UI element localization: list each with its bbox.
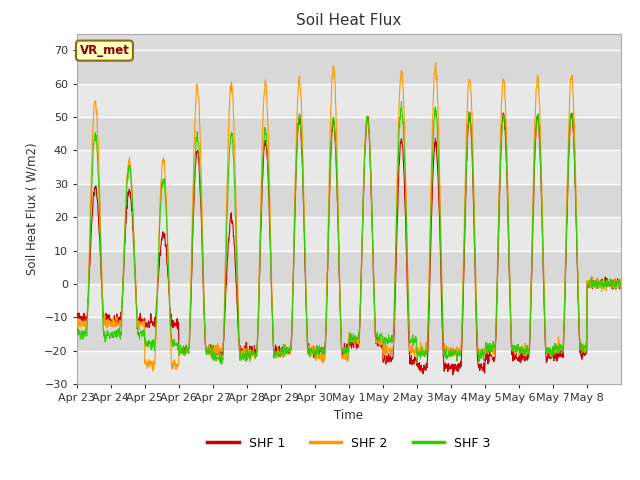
Line: SHF 3: SHF 3 — [77, 102, 621, 364]
SHF 3 — [218, 361, 225, 367]
SHF 3 — [73, 331, 81, 336]
SHF 1 — [73, 313, 81, 319]
SHF 2 — [158, 160, 166, 166]
SHF 1 — [477, 365, 485, 371]
Y-axis label: Soil Heat Flux ( W/m2): Soil Heat Flux ( W/m2) — [26, 143, 38, 275]
SHF 3 — [397, 99, 405, 105]
Bar — [77, 184, 621, 217]
X-axis label: Time: Time — [334, 408, 364, 421]
Title: Soil Heat Flux: Soil Heat Flux — [296, 13, 401, 28]
Bar — [77, 50, 621, 84]
SHF 3 — [611, 284, 618, 289]
Text: VR_met: VR_met — [79, 44, 129, 57]
Bar — [77, 150, 621, 184]
SHF 2 — [149, 368, 157, 374]
SHF 1 — [617, 285, 625, 291]
Line: SHF 2: SHF 2 — [77, 62, 621, 371]
Bar — [77, 117, 621, 150]
Line: SHF 1: SHF 1 — [77, 113, 621, 375]
SHF 1 — [158, 237, 166, 243]
Bar — [77, 217, 621, 251]
SHF 2 — [432, 60, 440, 65]
SHF 3 — [158, 180, 166, 185]
SHF 1 — [611, 279, 618, 285]
Bar — [77, 317, 621, 350]
Bar — [77, 251, 621, 284]
Legend: SHF 1, SHF 2, SHF 3: SHF 1, SHF 2, SHF 3 — [202, 432, 495, 455]
SHF 1 — [324, 242, 332, 248]
SHF 2 — [324, 212, 332, 217]
SHF 2 — [617, 276, 625, 282]
SHF 2 — [611, 283, 618, 289]
SHF 2 — [335, 230, 342, 236]
SHF 1 — [449, 372, 457, 378]
SHF 1 — [335, 228, 342, 234]
Bar — [77, 84, 621, 117]
SHF 3 — [617, 280, 625, 286]
Bar — [77, 284, 621, 317]
Bar — [77, 350, 621, 384]
SHF 3 — [335, 244, 342, 250]
SHF 3 — [324, 234, 332, 240]
SHF 1 — [466, 110, 474, 116]
SHF 2 — [557, 344, 565, 349]
SHF 1 — [557, 354, 565, 360]
SHF 2 — [73, 320, 81, 325]
SHF 2 — [477, 348, 485, 353]
SHF 3 — [477, 351, 485, 357]
SHF 3 — [557, 343, 565, 349]
